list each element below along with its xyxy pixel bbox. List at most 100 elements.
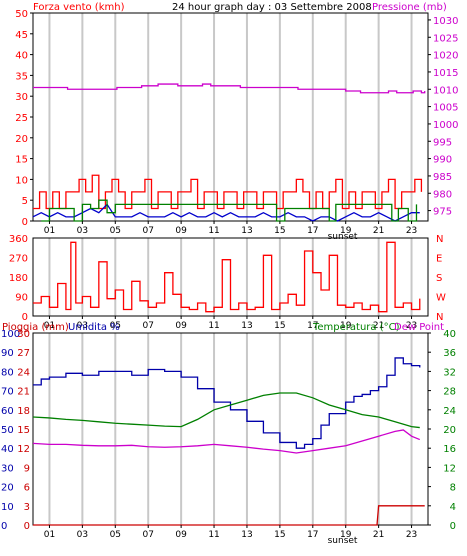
wind-axis-tick-label: 50 — [15, 9, 28, 20]
wind-average-line — [32, 203, 420, 222]
compass-label: S — [436, 273, 442, 284]
x-tick-label: 03 — [77, 321, 88, 331]
x-tick-label: 21 — [373, 321, 384, 331]
x-tick-label: 13 — [241, 530, 252, 540]
rain-axis-tick-label: 24 — [17, 367, 30, 378]
humidity-axis-tick-label: 0 — [1, 521, 7, 532]
temperature-axis-tick-label: 36 — [443, 348, 456, 359]
compass-label: W — [436, 293, 446, 304]
temperature-axis-tick-label: 0 — [450, 521, 456, 532]
x-tick-label: 15 — [274, 530, 285, 540]
x-tick-label: 15 — [274, 226, 285, 236]
temperature-axis-tick-label: 20 — [443, 425, 456, 436]
x-tick-label: 09 — [175, 226, 187, 236]
pressure-line — [33, 83, 426, 94]
pressure-axis-tick-label: 1000 — [433, 120, 458, 131]
x-tick-label: 05 — [110, 321, 121, 331]
x-tick-label: 23 — [406, 226, 417, 236]
x-tick-label: 11 — [208, 321, 219, 331]
temperature-axis-tick-label: 32 — [443, 367, 456, 378]
sunset-label: sunset — [328, 536, 358, 546]
x-tick-label: 17 — [307, 321, 318, 331]
x-tick-label: 01 — [44, 530, 55, 540]
humidity-axis-tick-label: 100 — [1, 329, 20, 340]
x-tick-label: 01 — [44, 226, 55, 236]
pressure-axis-tick-label: 975 — [433, 207, 452, 218]
humidity-line — [33, 357, 421, 449]
temperature-axis-tick-label: 8 — [450, 483, 456, 494]
rain-line — [33, 505, 425, 526]
x-tick-label: 09 — [175, 530, 187, 540]
x-tick-label: 03 — [77, 530, 88, 540]
humidity-axis-tick-label: 30 — [1, 463, 14, 474]
rain-axis-title: Pioggia (mm) — [2, 322, 69, 333]
wind-axis-tick-label: 40 — [15, 51, 28, 62]
rain-axis-tick-label: 3 — [24, 502, 30, 513]
pressure-axis-tick-label: 1015 — [433, 68, 458, 79]
humidity-axis-tick-label: 20 — [1, 483, 14, 494]
compass-label: N — [436, 312, 443, 323]
direction-axis-tick-label: 270 — [9, 254, 28, 265]
wind-axis-tick-label: 20 — [15, 134, 28, 145]
rain-axis-tick-label: 0 — [24, 521, 30, 532]
x-tick-label: 07 — [142, 530, 153, 540]
wind-axis-tick-label: 10 — [15, 175, 28, 186]
pressure-axis-tick-label: 1025 — [433, 33, 458, 44]
x-tick-label: 13 — [241, 226, 252, 236]
rain-axis-tick-label: 9 — [24, 463, 30, 474]
temperature-axis-tick-label: 40 — [443, 329, 456, 340]
compass-label: E — [436, 254, 442, 265]
pressure-axis-tick-label: 980 — [433, 189, 452, 200]
direction-panel-frame — [32, 237, 429, 317]
x-tick-label: 03 — [77, 226, 88, 236]
temperature-axis-title: Temperatura (°C) — [312, 322, 400, 333]
wind-gust-line — [33, 174, 423, 210]
direction-axis-tick-label: 0 — [22, 312, 28, 323]
x-tick-label: 15 — [274, 321, 285, 331]
x-tick-label: 07 — [142, 321, 153, 331]
humidity-axis-title: Umidita % — [68, 322, 120, 333]
temperature-axis-tick-label: 24 — [443, 406, 456, 417]
pressure-axis-tick-label: 1030 — [433, 16, 458, 27]
x-tick-label: 05 — [110, 226, 121, 236]
sunset-label: sunset — [328, 232, 358, 242]
temperature-axis-tick-label: 28 — [443, 387, 456, 398]
temperature-axis-tick-label: 4 — [450, 502, 456, 513]
rain-axis-tick-label: 30 — [17, 329, 30, 340]
wind-pressure-panel: 0510152025303540455097598098599099510001… — [15, 9, 458, 242]
rain-axis-tick-label: 15 — [17, 425, 30, 436]
humidity-axis-tick-label: 10 — [1, 502, 14, 513]
humidity-axis-tick-label: 80 — [1, 367, 14, 378]
wind-axis-tick-label: 0 — [22, 217, 28, 228]
rain-axis-tick-label: 27 — [17, 348, 30, 359]
humidity-axis-tick-label: 90 — [1, 348, 14, 359]
wind-axis-title: Forza vento (kmh) — [33, 2, 125, 13]
humidity-axis-tick-label: 50 — [1, 425, 14, 436]
x-tick-label: 07 — [142, 226, 153, 236]
direction-axis-tick-label: 360 — [9, 234, 28, 245]
humidity-axis-tick-label: 70 — [1, 387, 14, 398]
wind-direction-line — [33, 241, 421, 313]
rain-axis-tick-label: 21 — [17, 387, 30, 398]
temperature-axis-tick-label: 12 — [443, 463, 456, 474]
rain-axis-tick-label: 12 — [17, 444, 30, 455]
x-tick-label: 23 — [406, 530, 417, 540]
x-tick-label: 17 — [307, 226, 318, 236]
direction-axis-tick-label: 180 — [9, 273, 28, 284]
temp-humidity-panel: 0102030405060708090100036912151821242730… — [1, 329, 456, 546]
x-tick-label: 17 — [307, 530, 318, 540]
humidity-axis-tick-label: 40 — [1, 444, 14, 455]
x-tick-label: 13 — [241, 321, 252, 331]
x-tick-label: 23 — [406, 321, 417, 331]
compass-label: N — [436, 234, 443, 245]
pressure-axis-tick-label: 995 — [433, 137, 452, 148]
temperature-axis-tick-label: 16 — [443, 444, 456, 455]
x-tick-label: 19 — [340, 321, 352, 331]
x-tick-label: 19 — [340, 226, 352, 236]
pressure-axis-tick-label: 985 — [433, 172, 452, 183]
x-tick-label: 09 — [175, 321, 187, 331]
x-tick-label: 19 — [340, 530, 352, 540]
